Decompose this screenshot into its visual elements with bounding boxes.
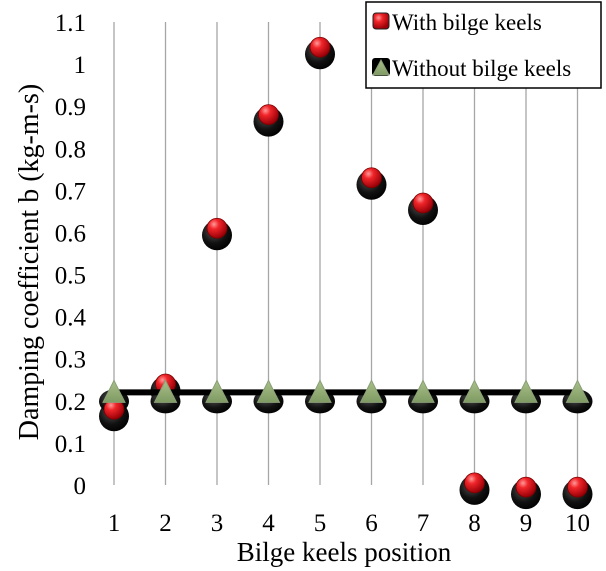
x-tick-label: 7 — [417, 510, 430, 537]
y-tick-label: 0.1 — [55, 431, 86, 458]
point-without-bilge-keels — [153, 379, 178, 403]
legend-label-without-bilge-keels: Without bilge keels — [392, 56, 571, 81]
y-tick-label: 0.8 — [55, 136, 86, 163]
point-with-bilge-keels — [464, 472, 485, 494]
y-tick-label: 0.9 — [55, 94, 86, 121]
point-without-bilge-keels — [102, 379, 126, 403]
x-tick-label: 2 — [159, 510, 172, 537]
y-tick-label: 1 — [74, 52, 87, 79]
point-without-bilge-keels — [308, 379, 332, 403]
x-tick-label: 5 — [314, 510, 327, 537]
point-with-bilge-keels — [361, 167, 382, 189]
x-tick-label: 1 — [108, 510, 121, 537]
point-with-bilge-keels — [206, 217, 228, 239]
y-tick-label: 0.4 — [55, 305, 87, 332]
y-tick-label: 0.3 — [55, 347, 86, 374]
y-tick-label: 0 — [74, 473, 87, 500]
grid-lines — [113, 22, 579, 485]
y-axis-label: Damping coefficient b (kg-m-s) — [14, 84, 45, 440]
legend-item-with-bilge-keels: With bilge keels — [372, 10, 542, 35]
x-tick-label: 3 — [211, 510, 224, 537]
y-tick-label: 0.5 — [55, 263, 86, 290]
y-tick-label: 0.6 — [55, 220, 86, 247]
point-with-bilge-keels — [515, 476, 537, 498]
x-tick-labels: 1 2 3 4 5 6 7 8 9 10 — [108, 510, 590, 537]
x-tick-label: 10 — [565, 510, 590, 537]
point-without-bilge-keels — [411, 379, 435, 403]
y-tick-labels: 0 0.1 0.2 0.3 0.4 0.5 0.6 0.7 0.8 0.9 1 1.1 — [55, 10, 87, 500]
point-without-bilge-keels — [514, 379, 538, 403]
point-with-bilge-keels — [412, 192, 434, 214]
x-tick-label: 6 — [365, 510, 378, 537]
legend-red-marker-icon — [372, 12, 390, 30]
point-without-bilge-keels — [462, 379, 487, 403]
legend-box — [365, 1, 602, 89]
x-tick-label: 4 — [262, 510, 275, 537]
legend-triangle-marker-icon — [372, 58, 390, 76]
x-axis-label: Bilge keels position — [237, 537, 452, 567]
y-tick-label: 0.7 — [55, 178, 86, 205]
point-with-bilge-keels — [567, 476, 588, 498]
legend-label-with-bilge-keels: With bilge keels — [392, 10, 542, 35]
point-without-bilge-keels — [205, 379, 229, 403]
y-tick-label: 1.1 — [55, 10, 86, 37]
x-tick-label: 9 — [520, 510, 533, 537]
data-points — [99, 36, 593, 510]
point-without-bilge-keels — [359, 379, 384, 403]
point-with-bilge-keels — [309, 36, 331, 58]
x-tick-label: 8 — [468, 510, 481, 537]
legend-item-without-bilge-keels: Without bilge keels — [372, 56, 571, 81]
point-without-bilge-keels — [565, 379, 590, 403]
legend: With bilge keels Without bilge keels — [365, 1, 602, 89]
point-without-bilge-keels — [256, 379, 281, 403]
point-with-bilge-keels — [258, 104, 279, 125]
y-tick-label: 0.2 — [55, 389, 86, 416]
